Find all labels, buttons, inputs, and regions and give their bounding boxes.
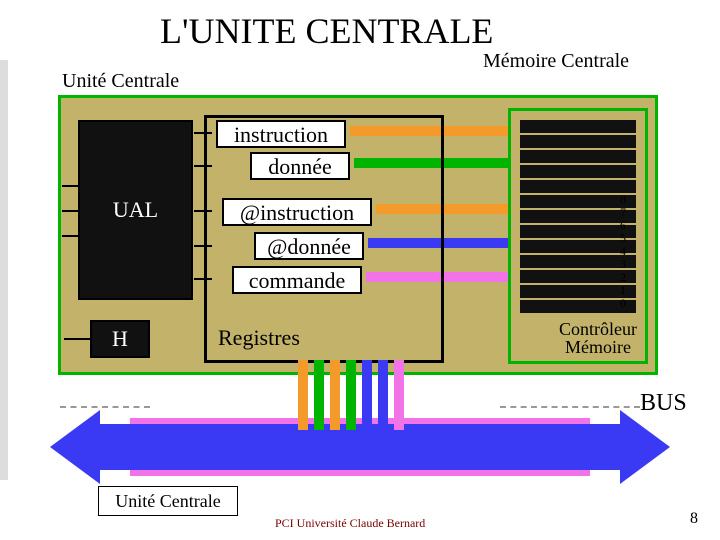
ual-block: UAL — [78, 120, 193, 300]
label-memoire-centrale: Mémoire Centrale — [483, 50, 629, 73]
trace-vertical — [314, 360, 324, 430]
bus-body — [100, 424, 620, 470]
memory-cell — [520, 210, 636, 223]
bus-arrow-right — [620, 410, 670, 484]
unite-centrale-box: Unité Centrale — [98, 486, 238, 516]
memory-rows — [520, 120, 636, 315]
mini-connector — [62, 185, 80, 187]
memory-cell — [520, 165, 636, 178]
bus-label: BUS — [640, 390, 687, 417]
reg-instruction: instruction — [216, 120, 346, 148]
reg-donnee: donnée — [250, 152, 350, 180]
page-title: L'UNITE CENTRALE — [160, 10, 493, 52]
bus-stripe — [130, 418, 590, 424]
memory-cell — [520, 300, 636, 313]
bus-arrow-left — [50, 410, 100, 484]
memory-cell — [520, 240, 636, 253]
memory-controller-label: Contrôleur Mémoire — [548, 320, 648, 356]
bus-stripe — [130, 470, 590, 476]
memory-cell — [520, 285, 636, 298]
trace-vertical — [330, 360, 340, 430]
label-unite-centrale: Unité Centrale — [62, 70, 179, 93]
footer-text: PCI Université Claude Bernard — [275, 516, 425, 531]
trace-vertical — [394, 360, 404, 430]
dashed-line — [60, 406, 150, 408]
memory-cell — [520, 195, 636, 208]
memory-cell — [520, 150, 636, 163]
memory-index: 0 — [620, 296, 626, 311]
trace-vertical — [378, 360, 388, 430]
left-sidebar-deco — [0, 60, 8, 480]
reg-commande: commande — [232, 266, 362, 294]
h-block: H — [90, 320, 150, 358]
reg-addr-donnee: @donnée — [254, 232, 364, 260]
trace-vertical — [346, 360, 356, 430]
memory-cell — [520, 225, 636, 238]
memory-cell — [520, 270, 636, 283]
reg-addr-instruction: @instruction — [222, 198, 372, 226]
ual-label: UAL — [113, 197, 158, 222]
memory-cell — [520, 120, 636, 133]
mini-connector — [62, 210, 80, 212]
trace-vertical — [298, 360, 308, 430]
trace-vertical — [362, 360, 372, 430]
mini-connector — [64, 338, 90, 340]
h-label: H — [112, 326, 128, 351]
memory-cell — [520, 180, 636, 193]
memory-cell — [520, 135, 636, 148]
memory-cell — [520, 255, 636, 268]
dashed-line — [500, 406, 640, 408]
mini-connector — [62, 235, 80, 237]
page-number: 8 — [690, 510, 698, 528]
registers-label: Registres — [218, 325, 300, 351]
